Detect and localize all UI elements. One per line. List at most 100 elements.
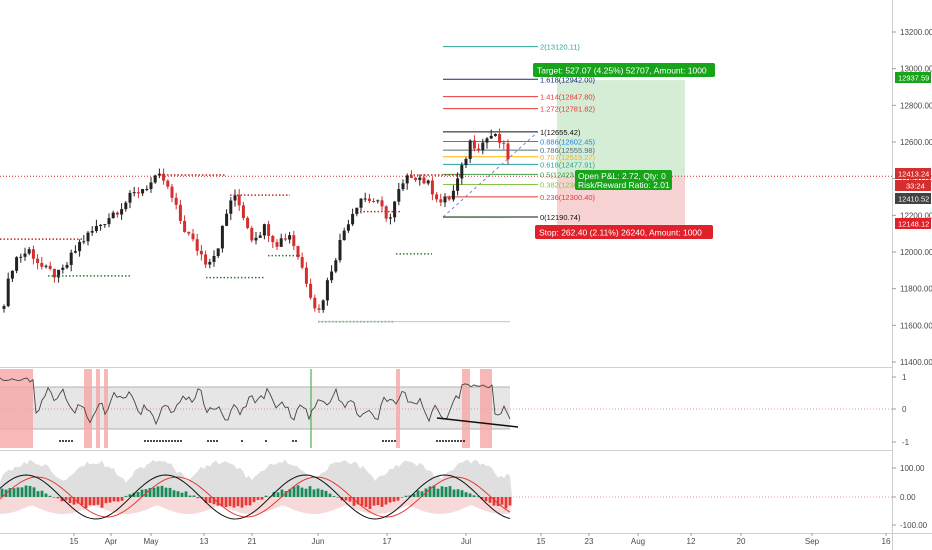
candle[interactable] <box>355 207 359 217</box>
candle[interactable] <box>472 135 476 152</box>
candle[interactable] <box>124 200 128 212</box>
candle[interactable] <box>170 183 174 203</box>
candle[interactable] <box>99 224 103 231</box>
candle[interactable] <box>325 277 329 306</box>
target-label[interactable]: Target: 527.07 (4.25%) 52707, Amount: 10… <box>533 63 715 77</box>
candle[interactable] <box>107 213 111 228</box>
candle[interactable] <box>69 249 73 272</box>
candle[interactable] <box>317 304 321 314</box>
candle[interactable] <box>477 143 481 153</box>
candle[interactable] <box>384 205 388 222</box>
macd-signal-line[interactable] <box>0 476 511 518</box>
candle[interactable] <box>309 278 313 300</box>
candle[interactable] <box>94 219 98 233</box>
candle[interactable] <box>359 198 363 214</box>
candle[interactable] <box>443 193 447 207</box>
candle[interactable] <box>330 265 334 283</box>
candle[interactable] <box>250 225 254 243</box>
rsi-line[interactable] <box>0 377 511 426</box>
candle[interactable] <box>220 225 224 253</box>
candle[interactable] <box>229 197 233 221</box>
candle[interactable] <box>401 179 405 192</box>
candle[interactable] <box>120 203 124 220</box>
candle[interactable] <box>115 211 119 218</box>
candle[interactable] <box>456 172 460 196</box>
candle[interactable] <box>414 176 418 182</box>
candle[interactable] <box>73 245 77 254</box>
candle[interactable] <box>288 231 292 244</box>
stop-label[interactable]: Stop: 262.40 (2.11%) 26240, Amount: 1000 <box>535 225 713 239</box>
candle[interactable] <box>342 227 346 241</box>
candle[interactable] <box>363 192 367 203</box>
candle[interactable] <box>48 261 52 271</box>
candle[interactable] <box>111 210 115 219</box>
candle[interactable] <box>233 189 237 207</box>
candle[interactable] <box>283 233 287 242</box>
candle[interactable] <box>31 245 35 265</box>
candle[interactable] <box>136 187 140 199</box>
candle[interactable] <box>271 234 275 248</box>
candle[interactable] <box>128 190 132 209</box>
candle[interactable] <box>388 213 392 225</box>
candle[interactable] <box>2 304 6 313</box>
candle[interactable] <box>141 188 145 196</box>
candle[interactable] <box>208 258 212 269</box>
candle[interactable] <box>405 173 409 190</box>
candle[interactable] <box>241 201 245 221</box>
candle[interactable] <box>187 231 191 236</box>
candle[interactable] <box>178 199 182 225</box>
candle[interactable] <box>279 233 283 247</box>
candle[interactable] <box>212 250 216 267</box>
candle[interactable] <box>506 139 510 165</box>
candle[interactable] <box>346 219 350 233</box>
candle[interactable] <box>447 195 451 201</box>
candle[interactable] <box>460 162 464 185</box>
candle[interactable] <box>36 254 40 270</box>
candle[interactable] <box>418 174 422 186</box>
candle[interactable] <box>502 140 506 150</box>
candle[interactable] <box>65 261 69 270</box>
price-pane[interactable]: 2(13120.11) 1.618(12942.00) 1.414(12847.80… <box>0 43 892 323</box>
candle[interactable] <box>191 228 195 242</box>
candle[interactable] <box>435 192 439 203</box>
rsi-divergence-line[interactable] <box>436 417 519 428</box>
candle[interactable] <box>300 252 304 270</box>
candle[interactable] <box>195 233 199 256</box>
candle[interactable] <box>225 209 229 227</box>
candle[interactable] <box>6 272 10 308</box>
candle[interactable] <box>367 193 371 204</box>
candle[interactable] <box>183 215 187 233</box>
candle[interactable] <box>493 133 497 137</box>
candle[interactable] <box>15 256 19 274</box>
candle[interactable] <box>498 128 502 149</box>
candle[interactable] <box>103 224 107 228</box>
candle[interactable] <box>426 179 430 186</box>
candle[interactable] <box>451 185 455 202</box>
candle[interactable] <box>166 179 170 190</box>
candle[interactable] <box>86 230 90 246</box>
candle[interactable] <box>19 253 23 263</box>
candle[interactable] <box>334 258 338 274</box>
candle[interactable] <box>430 177 434 201</box>
candle[interactable] <box>162 168 166 185</box>
candle[interactable] <box>145 185 149 192</box>
candle[interactable] <box>464 157 468 168</box>
candle[interactable] <box>246 216 250 230</box>
candle[interactable] <box>204 250 208 269</box>
candle[interactable] <box>52 268 56 283</box>
candle[interactable] <box>61 264 65 274</box>
candle[interactable] <box>338 233 342 263</box>
candle[interactable] <box>78 239 82 257</box>
candle[interactable] <box>237 189 241 211</box>
candle[interactable] <box>275 239 279 250</box>
candle[interactable] <box>409 170 413 179</box>
candle[interactable] <box>267 220 271 243</box>
candle[interactable] <box>10 270 14 282</box>
candle[interactable] <box>304 262 308 288</box>
candle[interactable] <box>372 198 376 203</box>
candle[interactable] <box>90 226 94 236</box>
candle[interactable] <box>489 129 493 140</box>
candle[interactable] <box>485 136 489 149</box>
candle[interactable] <box>351 208 355 227</box>
